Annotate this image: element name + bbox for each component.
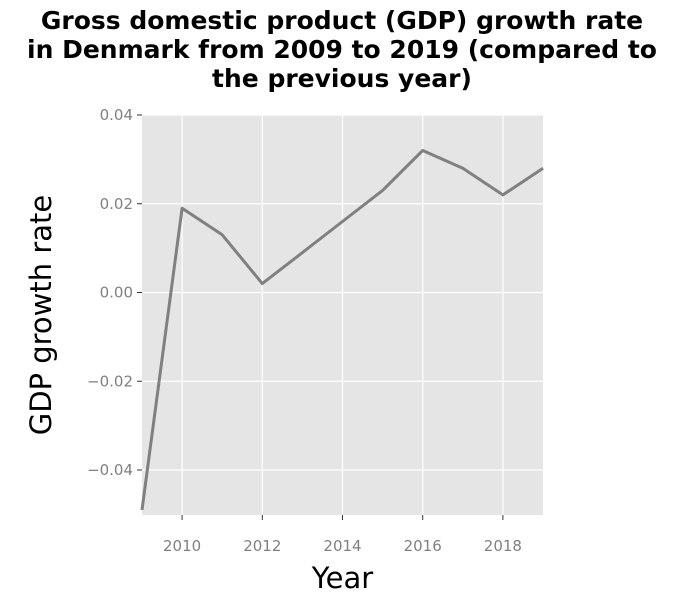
x-tick-label: 2012 — [243, 537, 281, 555]
x-tick-label: 2016 — [404, 537, 442, 555]
chart-title-line-3: the previous year) — [212, 64, 472, 93]
chart-title-line-1: Gross domestic product (GDP) growth rate — [40, 6, 644, 35]
x-tick-label: 2014 — [323, 537, 361, 555]
y-tick-label: −0.02 — [87, 372, 133, 390]
y-axis-label: GDP growth rate — [24, 195, 58, 436]
gridlines — [142, 114, 543, 515]
x-tick-label: 2018 — [484, 537, 522, 555]
y-axis-ticks: −0.04 −0.02 0.00 0.02 0.04 — [87, 106, 142, 479]
x-tick-label: 2010 — [163, 537, 201, 555]
chart-title-line-2: in Denmark from 2009 to 2019 (compared t… — [27, 35, 657, 64]
y-tick-label: 0.00 — [100, 284, 133, 302]
y-tick-label: −0.04 — [87, 461, 133, 479]
chart-title: Gross domestic product (GDP) growth rate… — [0, 6, 684, 93]
x-axis-ticks: 2010 2012 2014 2016 2018 — [163, 515, 522, 555]
x-axis-label: Year — [311, 561, 373, 595]
y-tick-label: 0.04 — [100, 106, 133, 124]
y-tick-label: 0.02 — [100, 195, 133, 213]
data-series — [140, 149, 544, 511]
